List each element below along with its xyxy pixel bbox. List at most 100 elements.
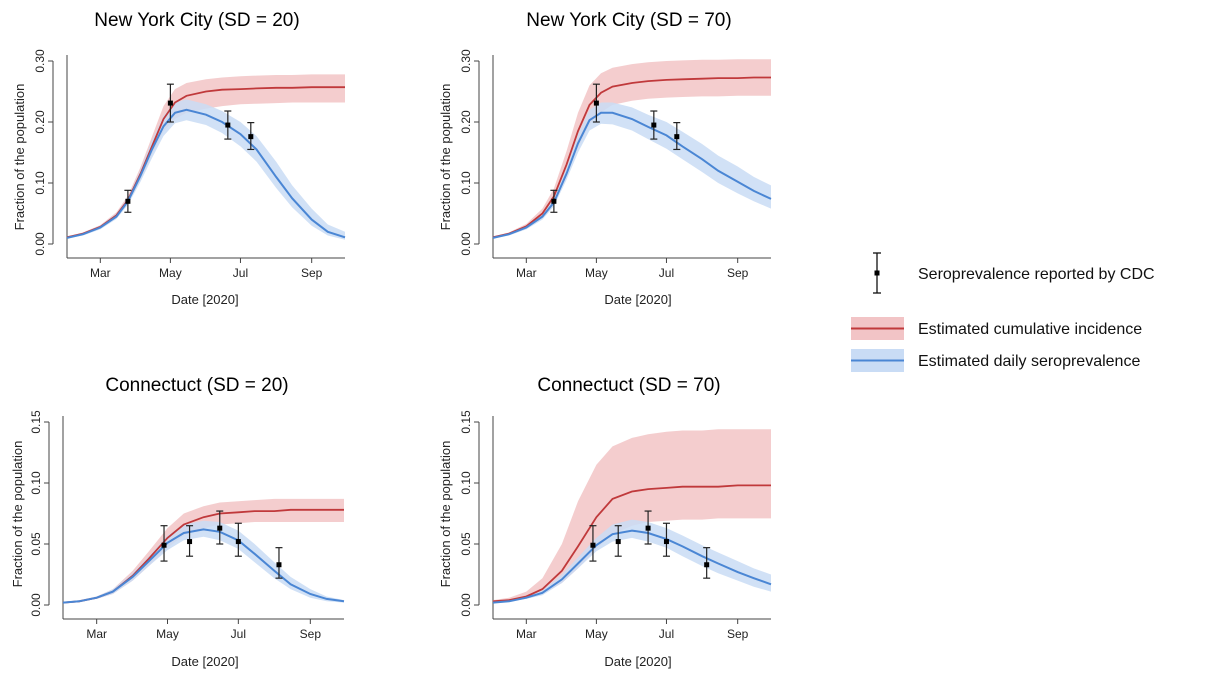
y-tick-label: 0.00: [29, 593, 43, 617]
legend-label-cumulative: Estimated cumulative incidence: [918, 321, 1142, 338]
x-tick-label: Jul: [231, 627, 246, 641]
y-tick-label: 0.10: [459, 171, 473, 195]
data-point: [187, 539, 193, 545]
daily-band: [63, 520, 344, 603]
data-point: [235, 539, 241, 545]
y-tick-label: 0.00: [459, 232, 473, 256]
y-tick-label: 0.05: [459, 532, 473, 556]
observed-point: [662, 522, 670, 557]
legend-point-icon: [874, 270, 880, 276]
x-axis-label: Date [2020]: [171, 292, 238, 307]
panel-nyc-sd20: New York City (SD = 20) Date [2020] Frac…: [12, 10, 346, 307]
observed-point: [644, 510, 652, 545]
observed-point: [247, 122, 255, 151]
y-tick-label: 0.00: [33, 232, 47, 256]
legend-label-daily: Estimated daily seroprevalence: [918, 353, 1140, 370]
panel-title: New York City (SD = 20): [94, 10, 299, 31]
x-axis-label: Date [2020]: [604, 292, 671, 307]
x-tick-label: Jul: [659, 266, 674, 280]
panel-title: Connectuct (SD = 20): [105, 375, 288, 396]
x-axis-label: Date [2020]: [604, 654, 671, 669]
data-point: [161, 542, 167, 548]
observed-point: [224, 110, 232, 140]
x-axis-label: Date [2020]: [171, 654, 238, 669]
x-tick-label: May: [159, 266, 182, 280]
y-tick-label: 0.30: [33, 49, 47, 73]
x-tick-label: May: [585, 266, 608, 280]
data-point: [248, 134, 254, 140]
observed-point: [166, 83, 174, 123]
x-tick-label: May: [156, 627, 179, 641]
observed-point: [550, 189, 558, 213]
y-tick-label: 0.15: [459, 410, 473, 434]
y-axis-label: Fraction of the population: [438, 84, 453, 231]
plot-area: 0.00 0.05 0.10 0.15 Mar May Jul Sep: [459, 410, 772, 641]
cumulative-band: [493, 59, 771, 238]
y-axis-label: Fraction of the population: [12, 84, 27, 231]
x-tick-label: Mar: [90, 266, 111, 280]
x-tick-label: Jul: [233, 266, 248, 280]
data-point: [225, 122, 231, 128]
observed-point: [275, 547, 283, 579]
data-point: [125, 198, 131, 204]
data-point: [674, 134, 680, 140]
observed-point: [124, 189, 132, 213]
y-tick-label: 0.00: [459, 593, 473, 617]
data-point: [593, 100, 599, 106]
observed-point: [589, 525, 597, 562]
observed-point: [216, 510, 224, 545]
data-point: [590, 542, 596, 548]
panel-title: New York City (SD = 70): [526, 10, 731, 31]
observed-point: [234, 522, 242, 557]
observed-point: [650, 110, 658, 140]
plot-area: 0.00 0.10 0.20 0.30 Mar May Jul Sep: [459, 49, 772, 280]
y-tick-label: 0.10: [459, 471, 473, 495]
x-tick-label: Sep: [301, 266, 323, 280]
legend-item-observed: Seroprevalence reported by CDC: [873, 252, 1155, 294]
legend-item-cumulative: Estimated cumulative incidence: [851, 317, 1142, 340]
panel-nyc-sd70: New York City (SD = 70) Date [2020] Frac…: [438, 10, 772, 307]
y-tick-label: 0.20: [33, 110, 47, 134]
y-tick-label: 0.30: [459, 49, 473, 73]
observed-point: [160, 525, 168, 562]
x-tick-label: May: [585, 627, 608, 641]
x-tick-label: Sep: [727, 627, 749, 641]
daily-band: [493, 102, 771, 239]
observed-point: [614, 525, 622, 557]
x-tick-label: Mar: [516, 627, 537, 641]
y-tick-label: 0.10: [33, 171, 47, 195]
observed-point: [186, 525, 194, 557]
data-point: [663, 539, 669, 545]
panel-title: Connectuct (SD = 70): [537, 375, 720, 396]
y-axis-label: Fraction of the population: [438, 441, 453, 588]
y-tick-label: 0.10: [29, 471, 43, 495]
daily-line: [66, 108, 346, 239]
observed-point: [703, 547, 711, 579]
panel-ct-sd20: Connectuct (SD = 20) Date [2020] Fractio…: [10, 375, 345, 669]
data-point: [651, 122, 657, 128]
legend: Seroprevalence reported by CDC Estimated…: [851, 252, 1155, 372]
plot-area: 0.00 0.05 0.10 0.15 Mar May Jul Sep: [29, 410, 345, 641]
x-tick-label: Sep: [300, 627, 322, 641]
y-tick-label: 0.15: [29, 410, 43, 434]
daily-band: [493, 519, 771, 603]
y-axis-label: Fraction of the population: [10, 441, 25, 588]
data-point: [167, 100, 173, 106]
daily-line: [492, 529, 772, 604]
y-tick-label: 0.05: [29, 532, 43, 556]
x-tick-label: Sep: [727, 266, 749, 280]
y-tick-label: 0.20: [459, 110, 473, 134]
daily-line: [492, 111, 772, 239]
x-tick-label: Mar: [516, 266, 537, 280]
plot-area: 0.00 0.10 0.20 0.30 Mar May Jul Sep: [33, 49, 346, 280]
cumulative-band: [493, 429, 771, 603]
data-point: [645, 525, 651, 531]
x-tick-label: Jul: [659, 627, 674, 641]
x-tick-label: Mar: [86, 627, 107, 641]
legend-item-daily: Estimated daily seroprevalence: [851, 349, 1140, 372]
daily-band: [67, 99, 345, 240]
data-point: [217, 525, 223, 531]
observed-point: [592, 83, 600, 123]
data-point: [551, 198, 557, 204]
